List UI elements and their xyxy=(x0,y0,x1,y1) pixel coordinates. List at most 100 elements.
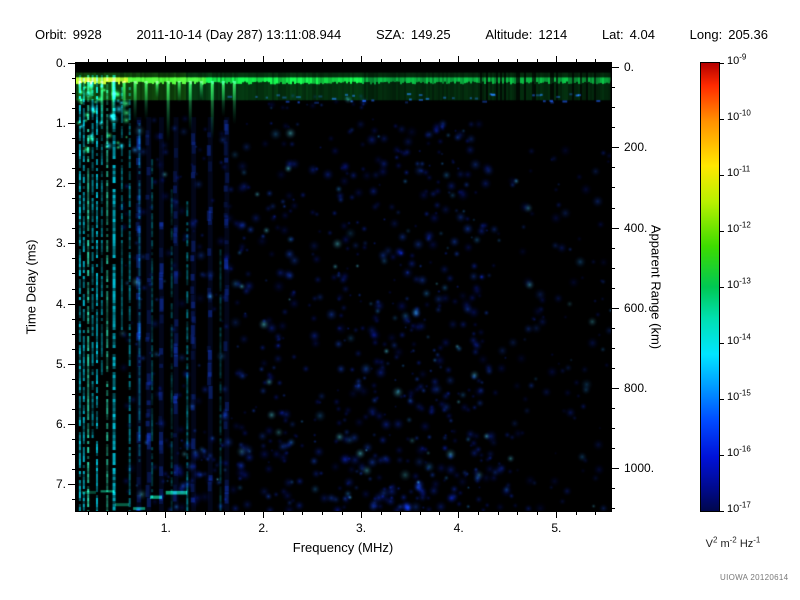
x-minor-tick xyxy=(380,512,382,515)
x-minor-tick-top xyxy=(243,59,245,62)
range-minor-tick xyxy=(612,287,615,289)
colorbar-tick-label: 10-11 xyxy=(727,164,751,179)
y-minor-tick xyxy=(72,333,75,335)
long-value: 205.36 xyxy=(728,27,768,42)
sza-label: SZA: xyxy=(375,27,405,42)
y-minor-tick xyxy=(72,93,75,95)
y-minor-tick xyxy=(72,273,75,275)
x-major-tick-top xyxy=(360,56,362,62)
colorbar-unit-label: V2 m-2 Hz-1 xyxy=(705,535,761,550)
colorbar-tick xyxy=(720,399,724,400)
x-tick-label: 5. xyxy=(551,521,562,535)
range-minor-tick xyxy=(612,428,615,429)
sza-value: 149.25 xyxy=(410,27,451,42)
range-minor-tick xyxy=(612,87,615,89)
y-minor-tick xyxy=(72,498,75,500)
range-tick-label: 0. xyxy=(624,60,635,75)
x-minor-tick-top xyxy=(595,59,597,62)
y-major-tick xyxy=(68,63,75,64)
x-minor-tick-top xyxy=(146,59,148,62)
y-major-tick xyxy=(68,423,75,425)
y-minor-tick xyxy=(72,393,75,395)
range-minor-tick xyxy=(612,207,615,209)
x-minor-tick-top xyxy=(204,59,206,62)
x-minor-tick xyxy=(282,512,284,515)
y-tick-label: 1. xyxy=(55,116,66,131)
x-minor-tick xyxy=(302,512,304,515)
y-axis-label-right: Apparent Range (km) xyxy=(648,224,664,350)
x-minor-tick-top xyxy=(575,59,577,62)
range-minor-tick xyxy=(612,167,615,169)
x-minor-tick xyxy=(126,512,128,515)
x-minor-tick-top xyxy=(341,59,343,62)
range-major-tick xyxy=(612,307,619,309)
x-minor-tick-top xyxy=(536,59,538,62)
x-tick-label: 4. xyxy=(453,521,464,535)
range-tick-label: 1000. xyxy=(624,461,655,476)
x-minor-tick-top xyxy=(419,59,421,62)
x-minor-tick-top xyxy=(497,59,499,62)
y-minor-tick xyxy=(72,228,75,230)
header-orbit: Orbit: 9928 xyxy=(35,27,102,42)
range-minor-tick xyxy=(612,488,615,490)
y-major-tick xyxy=(68,363,75,365)
colorbar-tick-label: 10-10 xyxy=(727,108,751,123)
header-sza: SZA: 149.25 xyxy=(376,27,451,42)
y-minor-tick xyxy=(72,153,75,155)
x-minor-tick-top xyxy=(224,59,226,62)
range-minor-tick xyxy=(612,187,615,189)
x-minor-tick xyxy=(185,512,187,515)
colorbar-tick xyxy=(720,175,724,176)
x-minor-tick-top xyxy=(517,59,519,62)
x-minor-tick-top xyxy=(302,59,304,62)
y-tick-label: 4. xyxy=(55,296,66,311)
range-minor-tick xyxy=(612,347,615,349)
x-minor-tick xyxy=(341,512,343,515)
y-minor-tick xyxy=(72,408,75,410)
range-minor-tick xyxy=(612,267,615,269)
range-major-tick xyxy=(612,67,619,69)
colorbar-tick xyxy=(720,119,724,120)
x-minor-tick-top xyxy=(107,59,109,62)
range-minor-tick xyxy=(612,508,615,510)
x-minor-tick xyxy=(595,512,597,515)
x-major-tick xyxy=(262,512,264,518)
range-major-tick xyxy=(612,387,619,389)
x-minor-tick xyxy=(107,512,109,515)
colorbar-tick-label: 10-16 xyxy=(727,444,751,459)
y-minor-tick xyxy=(72,108,75,110)
x-minor-tick-top xyxy=(478,59,480,62)
header-readout: Orbit: 9928 2011-10-14 (Day 287) 13:11:0… xyxy=(35,27,768,42)
x-minor-tick-top xyxy=(185,59,187,62)
x-minor-tick xyxy=(497,512,499,515)
x-minor-tick xyxy=(517,512,519,515)
range-minor-tick xyxy=(612,407,615,409)
y-minor-tick xyxy=(72,288,75,290)
colorbar-tick xyxy=(720,455,724,456)
y-major-tick xyxy=(68,123,75,125)
x-tick-label: 3. xyxy=(356,521,367,535)
header-long: Long: 205.36 xyxy=(690,27,768,42)
y-tick-label: 3. xyxy=(55,236,66,251)
range-minor-tick xyxy=(612,127,615,129)
y-major-tick xyxy=(68,303,75,305)
x-major-tick-top xyxy=(165,56,167,62)
x-minor-tick xyxy=(478,512,480,515)
y-major-tick xyxy=(68,243,75,245)
x-minor-tick xyxy=(146,512,148,515)
y-minor-tick xyxy=(72,378,75,380)
x-tick-label: 1. xyxy=(160,521,171,535)
x-minor-tick xyxy=(536,512,538,515)
y-tick-label: 6. xyxy=(55,416,66,431)
x-minor-tick xyxy=(87,512,89,515)
colorbar-tick xyxy=(720,343,724,344)
lat-label: Lat: xyxy=(601,27,624,42)
lat-value: 4.04 xyxy=(629,27,655,42)
watermark: UIOWA 20120614 xyxy=(720,573,789,582)
spectrogram-canvas xyxy=(76,63,611,511)
x-major-tick-top xyxy=(262,56,264,62)
colorbar-tick xyxy=(720,231,724,232)
y-minor-tick xyxy=(72,168,75,170)
y-minor-tick xyxy=(72,138,75,140)
y-tick-label: 0. xyxy=(55,56,66,70)
